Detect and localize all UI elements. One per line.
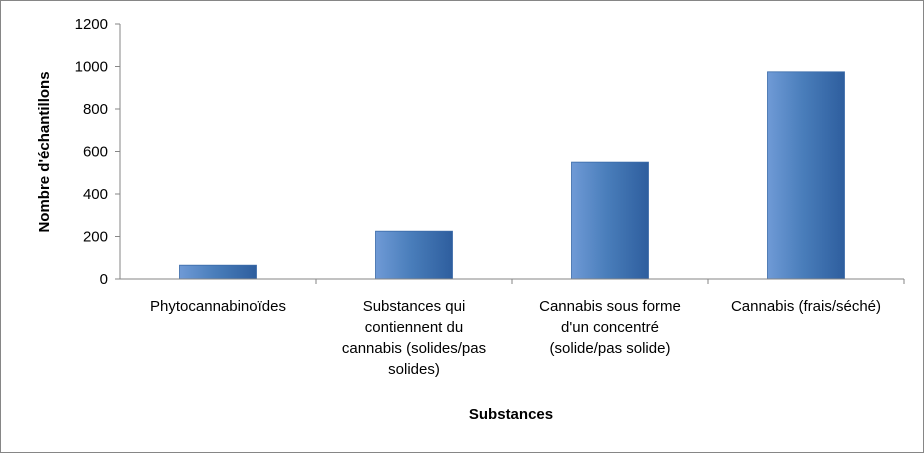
category-label-line: cannabis (solides/pas (342, 340, 486, 357)
category-label-line: Cannabis sous forme (539, 298, 681, 315)
y-axis-ticks: 0 200 400 600 800 1000 1200 (75, 16, 120, 288)
bar (179, 264, 257, 280)
y-tick-label: 800 (83, 101, 108, 118)
category-label-line: Substances qui (363, 298, 466, 315)
y-tick-label: 1000 (75, 59, 108, 76)
x-axis-title: Substances (469, 406, 553, 423)
category-label: Cannabis (frais/séché) (731, 298, 881, 315)
y-tick-label: 200 (83, 229, 108, 246)
category-label-line: solides) (388, 361, 440, 378)
category-label-line: Cannabis (frais/séché) (731, 298, 881, 315)
category-label-line: Phytocannabinoïdes (150, 298, 286, 315)
category-label-line: d'un concentré (561, 319, 659, 336)
category-label-line: (solide/pas solide) (550, 340, 671, 357)
y-tick-label: 600 (83, 144, 108, 161)
category-label: Substances qui contiennent du cannabis (so… (342, 298, 486, 378)
y-tick-label: 0 (100, 271, 108, 288)
category-label: Cannabis sous forme d'un concentré (solide… (539, 298, 681, 357)
y-tick-label: 1200 (75, 16, 108, 33)
category-label-line: contiennent du (365, 319, 463, 336)
y-axis-title: Nombre d'échantillons (36, 71, 53, 232)
y-tick-label: 400 (83, 186, 108, 203)
bars (179, 71, 845, 280)
x-axis-categories: Phytocannabinoïdes Substances qui contienn… (150, 279, 905, 378)
bar (767, 71, 845, 280)
category-label: Phytocannabinoïdes (150, 298, 286, 315)
bar (375, 230, 453, 280)
bar (571, 161, 649, 280)
